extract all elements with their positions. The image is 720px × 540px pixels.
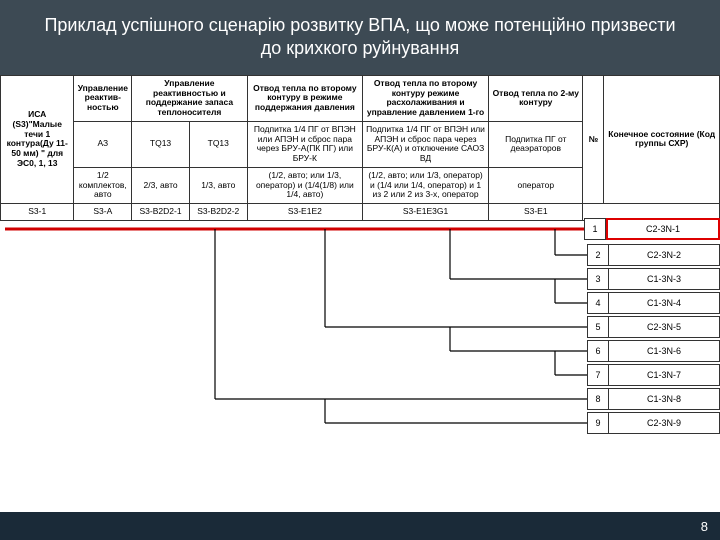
header-table: ИСА (S3)"Малые течи 1 контура(Ду 11-50 м… [0, 75, 720, 221]
header-table-wrap: ИСА (S3)"Малые течи 1 контура(Ду 11-50 м… [0, 75, 720, 221]
h-num: № [583, 75, 604, 203]
c-tq2: TQ13 [189, 121, 247, 167]
h-ur: Управление реактив-ностью [74, 75, 132, 121]
end-state-code: C1-3N-4 [609, 292, 720, 314]
c-13: 1/3, авто [189, 167, 247, 203]
end-state-code: C1-3N-7 [609, 364, 720, 386]
title-bar: Приклад успішного сценарію розвитку ВПА,… [0, 0, 720, 75]
end-state-number: 5 [587, 316, 609, 338]
s-b1: S3-B2D2-1 [132, 204, 190, 221]
footer-bar: 8 [0, 512, 720, 540]
end-state-row: 4C1-3N-4 [587, 292, 720, 314]
end-state-row: 3C1-3N-3 [587, 268, 720, 290]
c-12: 1/2 комплектов, авто [74, 167, 132, 203]
end-state-row: 9C2-3N-9 [587, 412, 720, 434]
end-state-code: C2-3N-9 [609, 412, 720, 434]
page-number: 8 [701, 519, 708, 534]
end-state-row: 1C2-3N-1 [584, 218, 720, 240]
end-state-code: C1-3N-3 [609, 268, 720, 290]
event-tree: 1C2-3N-1 2C2-3N-23C1-3N-34C1-3N-45C2-3N-5… [0, 221, 720, 451]
h-otv1: Отвод тепла по второму контуру в режиме … [247, 75, 362, 121]
end-state-row: 8C1-3N-8 [587, 388, 720, 410]
end-state-number: 2 [587, 244, 609, 266]
end-state-number: 8 [587, 388, 609, 410]
end-state-code: C1-3N-8 [609, 388, 720, 410]
page-title: Приклад успішного сценарію розвитку ВПА,… [44, 15, 675, 58]
c-az: АЗ [74, 121, 132, 167]
end-state-number: 4 [587, 292, 609, 314]
s-1: S3-1 [1, 204, 74, 221]
end-state-number: 6 [587, 340, 609, 362]
s-a: S3-A [74, 204, 132, 221]
h-isa: ИСА (S3)"Малые течи 1 контура(Ду 11-50 м… [1, 75, 74, 203]
h-otv3: Отвод тепла по 2-му контуру [489, 75, 583, 121]
c-p2: Подпитка 1/4 ПГ от ВПЭН или АПЭН и сброс… [363, 121, 489, 167]
c-op3: оператор [489, 167, 583, 203]
c-tq1: TQ13 [132, 121, 190, 167]
table-row: ИСА (S3)"Малые течи 1 контура(Ду 11-50 м… [1, 75, 720, 121]
end-state-number: 7 [587, 364, 609, 386]
end-state-code: C1-3N-6 [609, 340, 720, 362]
end-state-code: C2-3N-2 [609, 244, 720, 266]
c-op2: (1/2, авто; или 1/3, оператор) и (1/4 ил… [363, 167, 489, 203]
end-state-code: C2-3N-5 [609, 316, 720, 338]
s-e3: S3-E1 [489, 204, 583, 221]
c-p1: Подпитка 1/4 ПГ от ВПЭН или АПЭН и сброс… [247, 121, 362, 167]
s-b2: S3-B2D2-2 [189, 204, 247, 221]
end-state-number: 3 [587, 268, 609, 290]
end-state-code: C2-3N-1 [606, 218, 720, 240]
event-tree-svg [0, 221, 590, 441]
end-state-row: 7C1-3N-7 [587, 364, 720, 386]
h-kon: Конечное состояние (Код группы СХР) [604, 75, 720, 203]
h-ur2: Управление реактивностью и поддержание з… [132, 75, 247, 121]
end-state-row: 2C2-3N-2 [587, 244, 720, 266]
c-op1: (1/2, авто; или 1/3, оператор) и (1/4(1/… [247, 167, 362, 203]
s-e1: S3-E1E2 [247, 204, 362, 221]
h-otv2: Отвод тепла по второму контуру режиме ра… [363, 75, 489, 121]
c-p3: Подпитка ПГ от деаэраторов [489, 121, 583, 167]
end-state-number: 9 [587, 412, 609, 434]
c-23: 2/3, авто [132, 167, 190, 203]
end-state-number: 1 [584, 218, 606, 240]
end-state-row: 6C1-3N-6 [587, 340, 720, 362]
end-state-row: 5C2-3N-5 [587, 316, 720, 338]
s-e2: S3-E1E3G1 [363, 204, 489, 221]
